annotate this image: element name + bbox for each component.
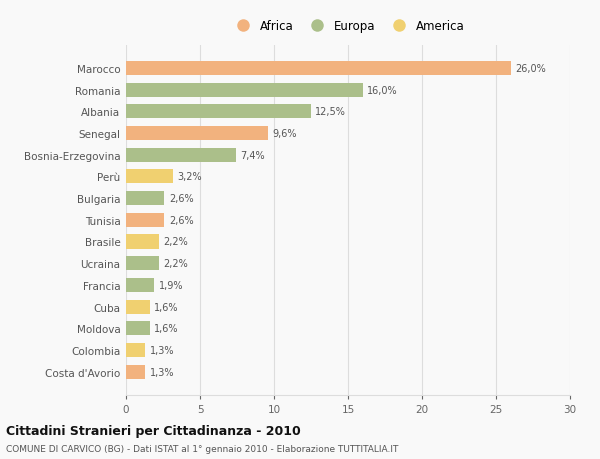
Text: 2,6%: 2,6% (169, 194, 194, 204)
Bar (126, 343, 145, 357)
Bar (126, 278, 154, 292)
Text: 1,3%: 1,3% (149, 367, 174, 377)
Bar (126, 257, 158, 271)
Bar (126, 148, 236, 162)
Text: 12,5%: 12,5% (316, 107, 346, 117)
Bar (126, 105, 311, 119)
Text: 1,6%: 1,6% (154, 302, 179, 312)
Text: 1,3%: 1,3% (149, 345, 174, 355)
Bar (126, 235, 158, 249)
Bar (126, 84, 363, 97)
Text: 2,2%: 2,2% (163, 258, 188, 269)
Bar (126, 127, 268, 141)
Text: Cittadini Stranieri per Cittadinanza - 2010: Cittadini Stranieri per Cittadinanza - 2… (6, 424, 301, 437)
Bar (126, 170, 173, 184)
Text: 1,6%: 1,6% (154, 324, 179, 334)
Text: 7,4%: 7,4% (240, 151, 265, 160)
Bar (126, 365, 145, 379)
Text: 1,9%: 1,9% (158, 280, 183, 290)
Bar (126, 213, 164, 227)
Text: 26,0%: 26,0% (515, 64, 546, 74)
Legend: Africa, Europa, America: Africa, Europa, America (228, 17, 468, 37)
Text: 16,0%: 16,0% (367, 85, 398, 95)
Text: 9,6%: 9,6% (272, 129, 297, 139)
Bar (126, 321, 149, 336)
Bar (126, 300, 149, 314)
Text: 2,2%: 2,2% (163, 237, 188, 247)
Bar (126, 62, 511, 76)
Bar (126, 192, 164, 206)
Text: COMUNE DI CARVICO (BG) - Dati ISTAT al 1° gennaio 2010 - Elaborazione TUTTITALIA: COMUNE DI CARVICO (BG) - Dati ISTAT al 1… (6, 444, 398, 453)
Text: 2,6%: 2,6% (169, 215, 194, 225)
Text: 3,2%: 3,2% (178, 172, 202, 182)
